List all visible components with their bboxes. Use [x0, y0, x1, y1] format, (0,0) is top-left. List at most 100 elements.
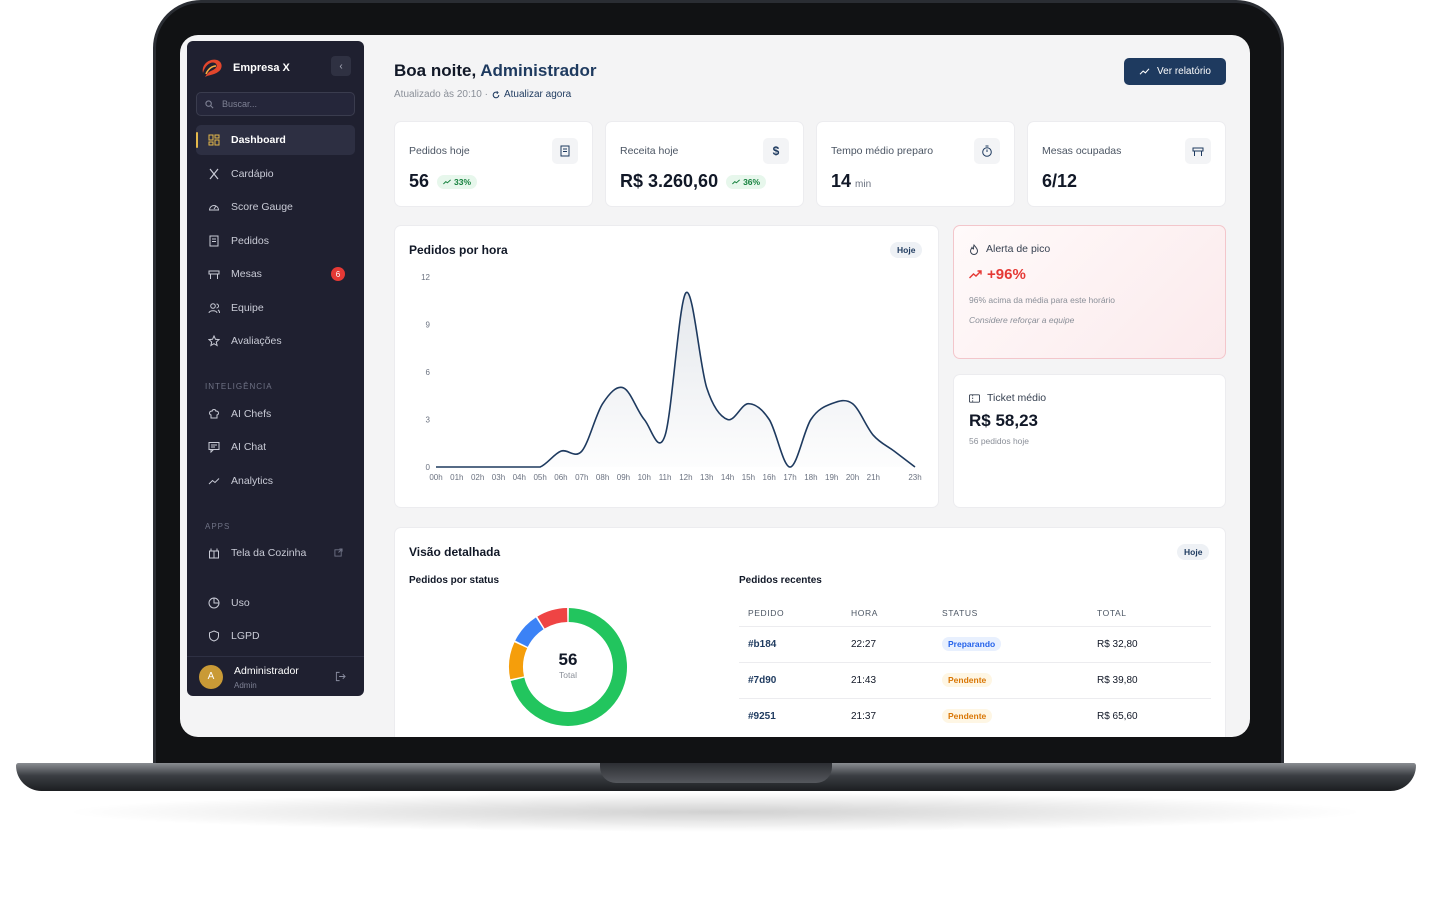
view-report-button[interactable]: Ver relatório	[1124, 58, 1226, 85]
peak-alert-card: Alerta de pico +96% 96% acima da média p…	[953, 225, 1226, 359]
x-tick-label: 14h	[721, 473, 734, 482]
kpi-unit: min	[855, 179, 872, 190]
x-tick-label: 19h	[825, 473, 838, 482]
kpi-card-receita: Receita hoje $ R$ 3.260,60 36%	[605, 121, 804, 207]
x-tick-label: 23h	[908, 473, 921, 482]
sidebar-item-label: Mesas	[231, 268, 262, 280]
table-row[interactable]: #7d90 21:43 Pendente R$ 39,80	[739, 662, 1211, 698]
table-icon	[1185, 138, 1211, 164]
updated-time: Atualizado às 20:10 ·	[394, 89, 488, 100]
sidebar-item-label: Cardápio	[231, 168, 274, 180]
x-tick-label: 00h	[429, 473, 442, 482]
kpi-label: Pedidos hoje	[409, 145, 470, 157]
order-time: 22:27	[851, 639, 877, 650]
detail-period-chip[interactable]: Hoje	[1177, 544, 1210, 560]
laptop-notch	[600, 763, 832, 783]
x-tick-label: 07h	[575, 473, 588, 482]
table-row[interactable]: #b184 22:27 Preparando R$ 32,80	[739, 626, 1211, 662]
sidebar-item-label: AI Chefs	[231, 408, 272, 420]
status-badge: Pendente	[942, 673, 993, 687]
sidebar-item-ai-chat[interactable]: AI Chat	[196, 432, 355, 462]
sidebar-item-cardapio[interactable]: Cardápio	[196, 159, 355, 189]
user-name: Administrador	[234, 665, 299, 677]
sidebar-item-label: Tela da Cozinha	[231, 547, 307, 559]
donut-total: 56	[558, 650, 578, 669]
search-box[interactable]	[196, 92, 355, 116]
order-id[interactable]: #b184	[748, 639, 777, 650]
receipt-icon	[209, 235, 219, 247]
table-row[interactable]: #9251 21:37 Pendente R$ 65,60	[739, 698, 1211, 734]
kpi-card-mesas: Mesas ocupadas 6/12	[1027, 121, 1226, 207]
x-tick-label: 03h	[492, 473, 505, 482]
kpi-label: Mesas ocupadas	[1042, 145, 1122, 157]
view-report-label: Ver relatório	[1157, 66, 1211, 77]
hourly-period-chip[interactable]: Hoje	[890, 242, 923, 258]
user-profile[interactable]: A Administrador Admin	[187, 656, 364, 696]
sidebar-item-label: AI Chat	[231, 441, 267, 453]
kpi-label: Receita hoje	[620, 145, 679, 157]
hourly-area-fill	[436, 292, 915, 467]
order-id[interactable]: #7d90	[748, 675, 777, 686]
logout-icon[interactable]	[335, 671, 346, 682]
x-tick-label: 04h	[513, 473, 526, 482]
donut-slice[interactable]	[509, 642, 528, 680]
order-total: R$ 65,60	[1097, 711, 1138, 722]
order-total: R$ 39,80	[1097, 675, 1138, 686]
sidebar-item-lgpd[interactable]: LGPD	[196, 621, 355, 651]
ticket-subtitle: 56 pedidos hoje	[969, 436, 1030, 446]
x-tick-label: 21h	[867, 473, 880, 482]
kpi-value: 14 min	[831, 171, 872, 191]
donut-slice[interactable]	[537, 608, 568, 629]
user-role: Admin	[234, 681, 257, 690]
chef-hat-icon	[209, 409, 219, 419]
sidebar-item-tela-da-cozinha[interactable]: Tela da Cozinha	[196, 538, 355, 568]
brand-name: Empresa X	[233, 62, 290, 74]
sidebar-item-mesas[interactable]: Mesas 6	[196, 259, 355, 289]
sidebar-item-analytics[interactable]: Analytics	[196, 466, 355, 496]
collapse-sidebar-button[interactable]: ‹	[331, 56, 351, 76]
app-screen: Empresa X ‹ Dashboard Cardápio Score Gau…	[180, 35, 1250, 737]
trend-up-icon	[969, 270, 982, 279]
brand-logo-icon	[202, 59, 222, 77]
kpi-value: 6/12	[1042, 171, 1078, 191]
x-tick-label: 05h	[533, 473, 546, 482]
sidebar-item-equipe[interactable]: Equipe	[196, 293, 355, 323]
receipt-icon	[552, 138, 578, 164]
flame-icon	[969, 243, 979, 255]
order-total: R$ 32,80	[1097, 639, 1138, 650]
peak-alert-title: Alerta de pico	[969, 243, 1050, 255]
section-label-apps: APPS	[205, 522, 231, 531]
status-donut-chart	[509, 608, 627, 726]
sidebar-item-ai-chefs[interactable]: AI Chefs	[196, 399, 355, 429]
order-time: 21:43	[851, 675, 877, 686]
sidebar-item-avaliacoes[interactable]: Avaliações	[196, 326, 355, 356]
hourly-orders-chart: 0 3 6 9 12 00h 01h 02h 03h 04h 05h 06h 07h 08h 09h 10h 1…	[421, 273, 922, 482]
y-tick-label: 0	[426, 463, 431, 472]
y-tick-label: 12	[421, 273, 430, 282]
kpi-value: R$ 3.260,60 36%	[620, 171, 767, 192]
sidebar-item-uso[interactable]: Uso	[196, 588, 355, 618]
sidebar-item-label: Score Gauge	[231, 201, 293, 213]
x-tick-label: 18h	[804, 473, 817, 482]
avatar: A	[199, 664, 223, 689]
donut-slice[interactable]	[510, 608, 627, 726]
kitchen-icon	[209, 548, 219, 559]
search-input[interactable]	[222, 99, 342, 109]
x-tick-label: 16h	[763, 473, 776, 482]
sidebar-item-pedidos[interactable]: Pedidos	[196, 226, 355, 256]
x-tick-label: 12h	[679, 473, 692, 482]
hourly-orders-card: Pedidos por hora Hoje 0 3 6 9 12 00h 01h 02h 03h…	[394, 225, 939, 508]
users-icon	[208, 303, 220, 314]
sidebar-item-score-gauge[interactable]: Score Gauge	[196, 192, 355, 222]
refresh-link[interactable]: Atualizar agora	[492, 89, 571, 100]
order-id[interactable]: #9251	[748, 711, 776, 722]
brand[interactable]: Empresa X	[199, 55, 290, 81]
greeting-text: Boa noite,	[394, 61, 481, 80]
sidebar-item-label: Uso	[231, 597, 250, 609]
pie-chart-icon	[208, 597, 220, 609]
table-icon	[208, 270, 220, 279]
donut-slice[interactable]	[515, 617, 544, 648]
page-title: Boa noite, Administrador	[394, 61, 596, 81]
sidebar-item-dashboard[interactable]: Dashboard	[196, 125, 355, 155]
updated-info: Atualizado às 20:10 · Atualizar agora	[394, 89, 571, 100]
